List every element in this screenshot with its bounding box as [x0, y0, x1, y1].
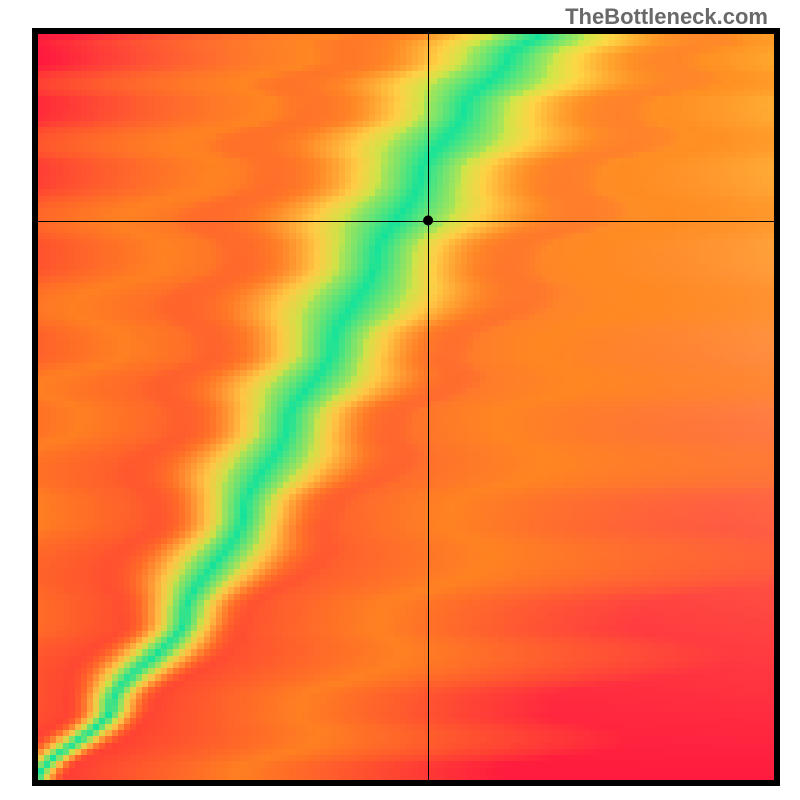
heatmap-plot — [32, 28, 780, 786]
watermark-text: TheBottleneck.com — [565, 4, 768, 30]
chart-container: TheBottleneck.com — [0, 0, 800, 800]
heatmap-canvas — [38, 34, 774, 780]
